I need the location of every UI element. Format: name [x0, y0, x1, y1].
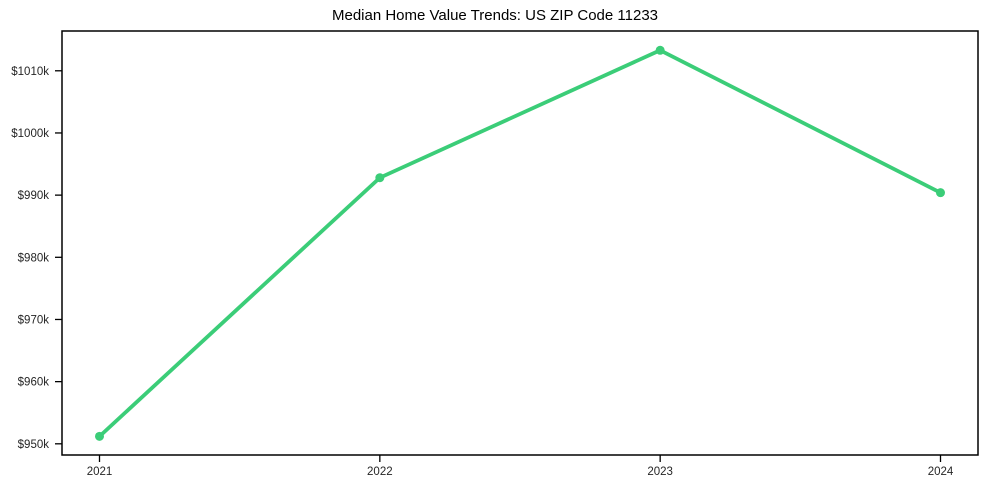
- data-point-marker: [375, 173, 385, 183]
- y-tick-label: $1010k: [11, 66, 49, 78]
- x-tick-label: 2023: [647, 466, 673, 478]
- y-tick-label: $1000k: [11, 128, 49, 140]
- x-tick-label: 2021: [87, 466, 113, 478]
- y-tick-label: $970k: [18, 314, 50, 326]
- y-tick-label: $960k: [18, 377, 50, 389]
- y-tick-label: $950k: [18, 439, 50, 451]
- y-tick-label: $990k: [18, 190, 50, 202]
- x-tick-label: 2022: [367, 466, 393, 478]
- data-point-marker: [936, 188, 945, 198]
- chart-title: Median Home Value Trends: US ZIP Code 11…: [331, 7, 658, 24]
- x-tick-label: 2024: [928, 466, 954, 478]
- trend-line: [97, 48, 943, 439]
- data-point-marker: [655, 45, 665, 55]
- y-tick-label: $980k: [18, 252, 50, 264]
- plot-border: [61, 30, 979, 456]
- data-point-marker: [95, 431, 104, 441]
